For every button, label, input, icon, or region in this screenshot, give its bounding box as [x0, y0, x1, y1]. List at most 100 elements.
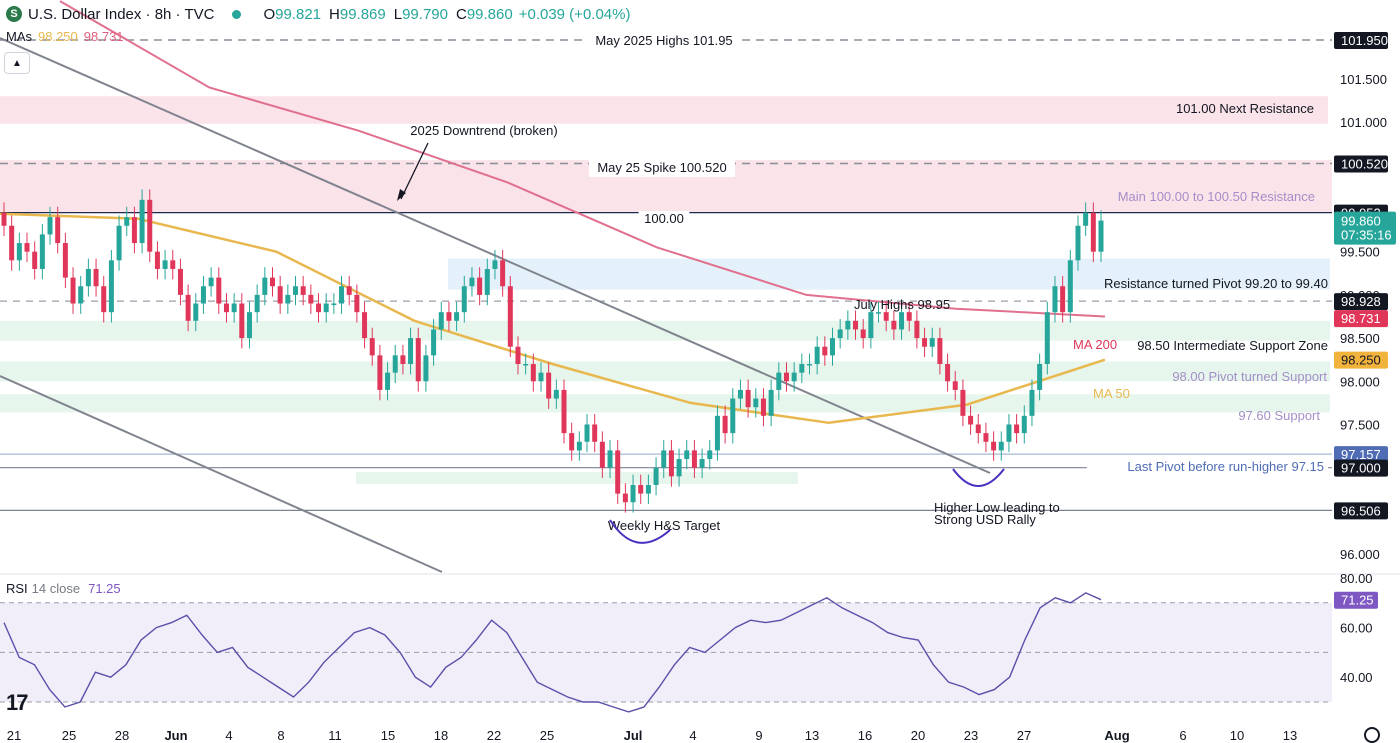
candle-down — [668, 450, 674, 477]
candle-down — [860, 329, 866, 339]
candle-up — [484, 268, 490, 295]
low-value: 99.790 — [402, 5, 448, 23]
downtrend-arrowhead — [397, 189, 406, 201]
candle-up — [645, 484, 651, 494]
candle-down — [952, 381, 958, 390]
hs-arc — [609, 519, 671, 544]
usd-rally-annotation: Strong USD Rally — [934, 512, 1036, 527]
y-tick-label: 99.500 — [1340, 245, 1380, 260]
candle-up — [1067, 260, 1073, 313]
candle-up — [707, 450, 713, 460]
x-tick-label: 11 — [328, 728, 342, 743]
tag-ma200: 98.731 — [1341, 311, 1381, 326]
candle-down — [300, 286, 306, 295]
gear-icon[interactable] — [1364, 727, 1380, 743]
x-tick-label: 28 — [115, 728, 129, 743]
x-tick-label: 13 — [1283, 728, 1297, 743]
rsi-tag: 71.25 — [1341, 593, 1374, 608]
candle-down — [277, 286, 283, 304]
candle-up — [124, 217, 130, 226]
candle-down — [62, 243, 68, 278]
downtrend-annotation: 2025 Downtrend (broken) — [410, 123, 557, 138]
close-label: C — [455, 5, 467, 23]
chart-header: S U.S. Dollar Index · 8h · TVC O 99.821 H… — [6, 4, 630, 24]
candle-up — [538, 372, 544, 382]
candle-up — [492, 260, 498, 269]
rsi-tag-bg — [1334, 591, 1378, 609]
x-tick-label: 9 — [755, 728, 762, 743]
x-tick-label: 18 — [434, 728, 448, 743]
candle-down — [760, 398, 766, 416]
tag-97157-bg — [1334, 446, 1388, 464]
ma200-legend-value: 98.731 — [83, 29, 124, 44]
candle-up — [1006, 424, 1012, 442]
last-pivot-label-bg — [1086, 459, 1328, 476]
open-value: 99.821 — [275, 5, 322, 23]
chevron-up-icon[interactable]: ▲ — [4, 52, 30, 74]
candle-down — [308, 294, 314, 304]
high-value: 99.869 — [339, 5, 386, 23]
last-pivot-label: Last Pivot before run-higher 97.15 — [1127, 459, 1324, 474]
candle-down — [983, 433, 989, 442]
candle-up — [339, 286, 345, 304]
x-tick-label: Jul — [624, 728, 643, 743]
candle-down — [546, 372, 552, 399]
x-tick-label: 15 — [381, 728, 395, 743]
candle-up — [293, 286, 299, 295]
x-tick-label: Aug — [1104, 728, 1129, 743]
countdown-tag: 07:35:16 — [1341, 228, 1392, 243]
candle-up — [1037, 364, 1043, 390]
support-9760-label: 97.60 Support — [1238, 408, 1320, 423]
next-resistance-label: 101.00 Next Resistance — [1176, 101, 1314, 116]
rsi-label: RSI — [6, 581, 28, 596]
candle-up — [1052, 286, 1058, 313]
x-tick-label: 8 — [277, 728, 284, 743]
may-highs-label: May 2025 Highs 101.95 — [595, 33, 732, 48]
may-spike-label: May 25 Spike 100.520 — [597, 160, 726, 175]
y-tick-label: 98.500 — [1340, 331, 1380, 346]
y-tick-label: 101.500 — [1340, 72, 1387, 87]
low-label: L — [393, 5, 403, 23]
candle-up — [85, 268, 91, 287]
tag-100520-bg — [1334, 155, 1388, 173]
ma-legend[interactable]: MAs 98.250 98.731 — [6, 29, 124, 44]
may-highs-label-bg — [587, 33, 741, 50]
candle-up — [730, 398, 736, 434]
level-100-label-bg — [638, 211, 690, 228]
candle-up — [576, 441, 582, 451]
candle-down — [70, 277, 76, 304]
candle-down — [745, 389, 751, 408]
candle-up — [676, 459, 682, 477]
candle-down — [515, 346, 521, 364]
chart-title[interactable]: U.S. Dollar Index · 8h · TVC — [28, 5, 215, 23]
candle-up — [653, 467, 659, 485]
candle-up — [806, 364, 812, 366]
candle-up — [392, 355, 398, 373]
hs-support-band — [356, 472, 798, 484]
tag-100520: 100.520 — [1341, 157, 1388, 172]
x-tick-label: 16 — [858, 728, 872, 743]
x-tick-label: 13 — [805, 728, 819, 743]
candle-up — [1044, 312, 1050, 364]
tag-96506: 96.506 — [1341, 503, 1381, 518]
candle-up — [1021, 415, 1027, 434]
candle-down — [638, 484, 644, 494]
candle-up — [423, 355, 429, 382]
candle-down — [561, 389, 567, 434]
candle-down — [316, 303, 322, 313]
mas-label: MAs — [6, 29, 32, 44]
candle-down — [1060, 286, 1066, 313]
tradingview-logo[interactable]: 17 — [6, 690, 29, 715]
level-100-label: 100.00 — [644, 211, 684, 226]
ma50-line — [0, 212, 1106, 425]
pivot-zone-label: Resistance turned Pivot 99.20 to 99.40 — [1104, 276, 1328, 291]
x-tick-label: 22 — [487, 728, 501, 743]
zone-band-5 — [0, 394, 1330, 413]
hs-target-annotation: Weekly H&S Target — [608, 518, 721, 533]
candle-up — [929, 338, 935, 347]
candle-up — [331, 303, 337, 306]
candle-up — [1098, 220, 1104, 252]
rsi-legend[interactable]: RSI 14 close 71.25 — [6, 581, 121, 596]
candle-up — [776, 372, 782, 390]
